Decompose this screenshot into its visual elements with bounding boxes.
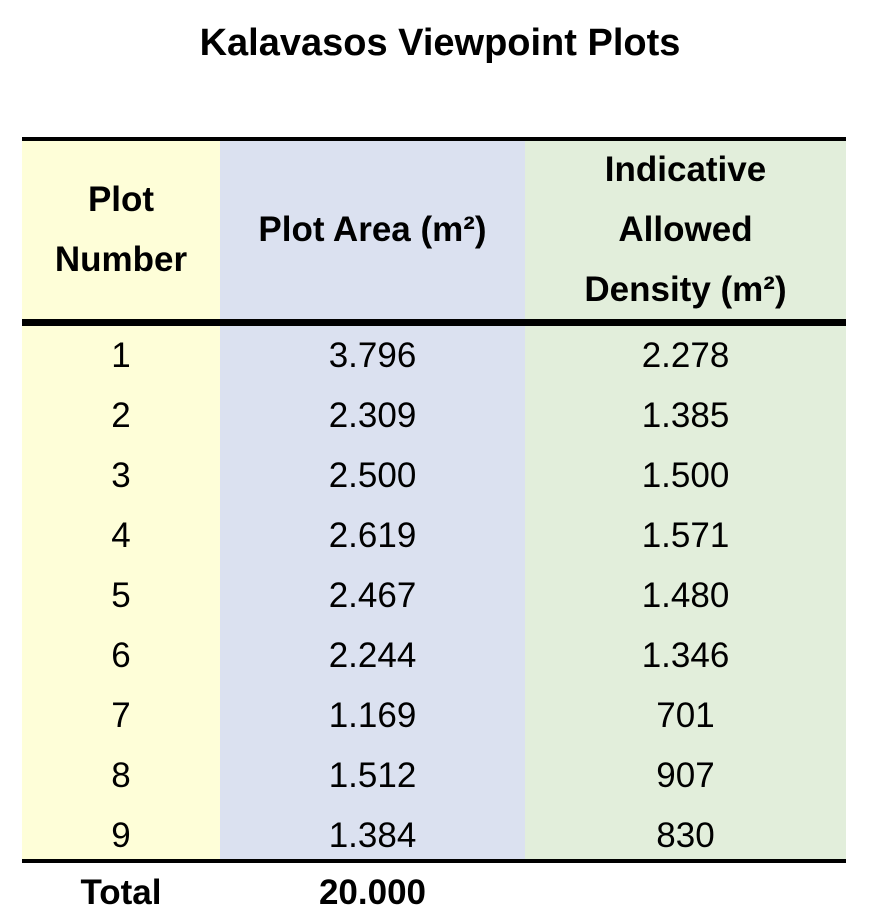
table-row: 7 1.169 701 — [22, 686, 846, 746]
plot-area-cell: 3.796 — [328, 336, 417, 375]
table-row: 8 1.512 907 — [22, 746, 846, 806]
header-plot-area-label: Plot Area (m²) — [258, 210, 487, 249]
plot-number-cell: 5 — [111, 576, 131, 615]
plot-number-cell: 6 — [111, 636, 131, 675]
table-row: 2 2.309 1.385 — [22, 386, 846, 446]
total-row: Total 20.000 — [22, 863, 846, 921]
density-cell: 1.346 — [641, 636, 730, 675]
plot-area-cell: 1.169 — [328, 696, 417, 735]
table-row: 5 2.467 1.480 — [22, 566, 846, 626]
header-plot-number: Plot Number — [22, 141, 220, 319]
table-row: 1 3.796 2.278 — [22, 326, 846, 386]
total-area: 20.000 — [318, 873, 427, 912]
header-divider — [22, 319, 846, 326]
area-column-bg — [220, 326, 525, 859]
density-cell: 830 — [656, 816, 715, 855]
header-plot-number-label: Plot Number — [54, 180, 188, 279]
header-plot-area: Plot Area (m²) — [220, 141, 525, 319]
plot-number-cell: 3 — [111, 456, 131, 495]
plot-number-cell: 8 — [111, 756, 131, 795]
table-row: 3 2.500 1.500 — [22, 446, 846, 506]
plot-number-cell: 4 — [111, 516, 131, 555]
density-cell: 907 — [656, 756, 715, 795]
header-density-line3: Density (m²) — [584, 270, 787, 309]
plot-number-cell: 9 — [111, 816, 131, 855]
plot-area-cell: 1.512 — [328, 756, 417, 795]
table-bottom-border — [22, 859, 846, 863]
plot-area-cell: 2.619 — [328, 516, 417, 555]
density-cell: 2.278 — [641, 336, 730, 375]
plot-number-cell: 2 — [111, 396, 131, 435]
density-cell: 1.571 — [641, 516, 730, 555]
page-title: Kalavasos Viewpoint Plots — [199, 22, 681, 64]
plot-number-cell: 7 — [111, 696, 131, 735]
density-column-bg — [525, 326, 846, 859]
table-row: 6 2.244 1.346 — [22, 626, 846, 686]
total-density — [525, 863, 846, 923]
plot-area-cell: 2.244 — [328, 636, 417, 675]
density-cell: 701 — [656, 696, 715, 735]
header-density: Indicative Allowed Density (m²) — [525, 141, 846, 319]
table-row: 9 1.384 830 — [22, 806, 846, 866]
header-density-line2: Allowed — [618, 210, 753, 249]
plot-area-cell: 2.500 — [328, 456, 417, 495]
density-cell: 1.480 — [641, 576, 730, 615]
plot-area-cell: 1.384 — [328, 816, 417, 855]
density-cell: 1.500 — [641, 456, 730, 495]
density-cell: 1.385 — [641, 396, 730, 435]
total-label: Total — [80, 873, 162, 912]
table-top-border — [22, 137, 846, 141]
header-density-line1: Indicative — [604, 150, 767, 189]
plot-area-cell: 2.309 — [328, 396, 417, 435]
plot-number-cell: 1 — [111, 336, 131, 375]
plot-area-cell: 2.467 — [328, 576, 417, 615]
plot-column-bg — [22, 326, 220, 859]
table-row: 4 2.619 1.571 — [22, 506, 846, 566]
